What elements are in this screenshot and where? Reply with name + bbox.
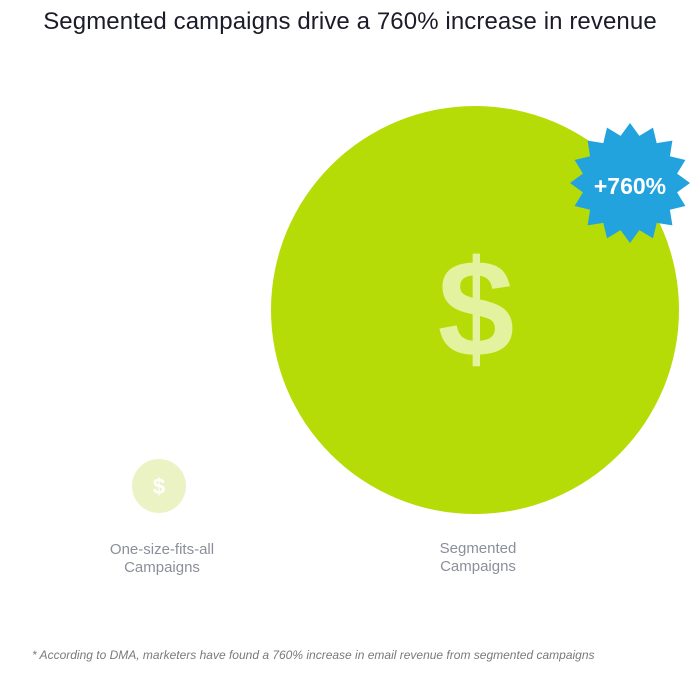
footnote: * According to DMA, marketers have found… <box>32 648 595 662</box>
segmented-label-line2: Campaigns <box>440 558 516 575</box>
one-size-fits-all-bubble <box>132 459 186 513</box>
percent-increase-badge <box>570 123 690 243</box>
percent-increase-badge-label: +760% <box>594 173 666 199</box>
chart-title: Segmented campaigns drive a 760% increas… <box>43 8 657 35</box>
dollar-sign-icon: $ <box>438 232 515 386</box>
one-size-fits-all-label-line1: One-size-fits-all <box>110 541 214 558</box>
segmented-label-line1: Segmented <box>440 540 517 557</box>
segmented-bubble <box>271 106 679 514</box>
dollar-sign-icon: $ <box>153 474 165 499</box>
one-size-fits-all-label-line2: Campaigns <box>124 559 200 576</box>
